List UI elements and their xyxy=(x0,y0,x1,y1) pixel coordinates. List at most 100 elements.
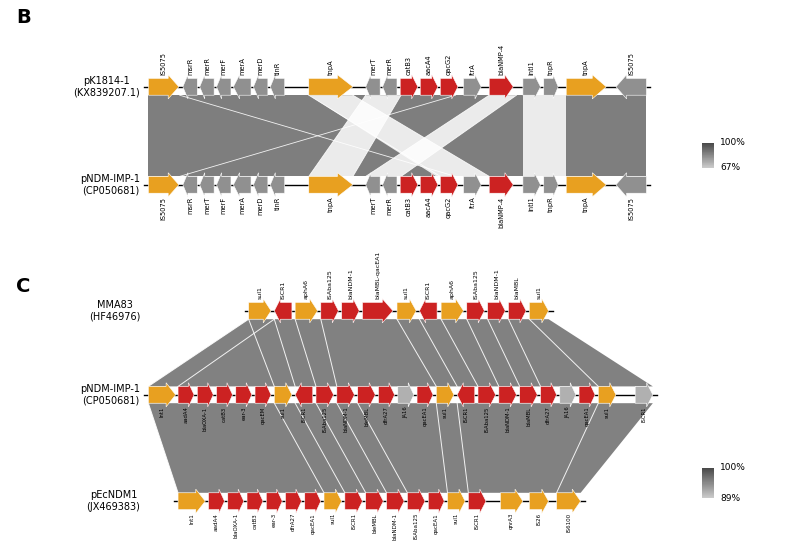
Polygon shape xyxy=(420,172,438,197)
Text: tnpA: tnpA xyxy=(328,59,334,75)
Polygon shape xyxy=(148,382,176,407)
Polygon shape xyxy=(500,489,523,514)
Polygon shape xyxy=(541,382,557,407)
Polygon shape xyxy=(544,172,558,197)
Text: blaNMP-4: blaNMP-4 xyxy=(498,44,504,75)
Text: Int1: Int1 xyxy=(189,513,194,524)
Text: merT: merT xyxy=(370,58,376,75)
Text: sul1: sul1 xyxy=(443,407,448,418)
Polygon shape xyxy=(366,95,516,176)
Polygon shape xyxy=(236,382,252,407)
Polygon shape xyxy=(342,298,359,323)
Polygon shape xyxy=(400,74,418,99)
Polygon shape xyxy=(178,489,205,514)
Text: IS26: IS26 xyxy=(537,513,541,525)
Text: sul1: sul1 xyxy=(404,286,409,299)
Text: blaOXA-1: blaOXA-1 xyxy=(233,513,238,538)
Text: blaNDM-1: blaNDM-1 xyxy=(348,268,353,299)
Text: tnpA: tnpA xyxy=(583,197,589,212)
Polygon shape xyxy=(467,298,484,323)
Polygon shape xyxy=(228,489,244,514)
Text: merR: merR xyxy=(387,197,393,214)
Polygon shape xyxy=(209,489,225,514)
Polygon shape xyxy=(266,489,282,514)
Polygon shape xyxy=(233,74,251,99)
Polygon shape xyxy=(363,298,393,323)
Polygon shape xyxy=(309,95,489,176)
Text: IS5075: IS5075 xyxy=(160,52,167,75)
Text: aphA6: aphA6 xyxy=(450,279,455,299)
Text: sul1: sul1 xyxy=(605,407,610,418)
Polygon shape xyxy=(383,74,397,99)
Text: catB3: catB3 xyxy=(406,197,412,216)
Polygon shape xyxy=(566,172,606,197)
Text: msrR: msrR xyxy=(187,58,193,75)
Polygon shape xyxy=(366,489,383,514)
Polygon shape xyxy=(345,489,363,514)
Text: dfrA27: dfrA27 xyxy=(384,407,389,424)
Text: qacEA1: qacEA1 xyxy=(423,407,427,426)
Text: IS5075: IS5075 xyxy=(628,197,634,220)
Polygon shape xyxy=(544,74,558,99)
Polygon shape xyxy=(183,172,197,197)
Text: blaMBL: blaMBL xyxy=(515,276,520,299)
Polygon shape xyxy=(499,382,516,407)
Polygon shape xyxy=(200,74,214,99)
Polygon shape xyxy=(523,74,541,99)
Text: tinR: tinR xyxy=(274,197,281,210)
Text: pK1814-1
(KX839207.1): pK1814-1 (KX839207.1) xyxy=(74,76,140,97)
Polygon shape xyxy=(321,298,338,323)
Polygon shape xyxy=(249,298,271,323)
Text: merT: merT xyxy=(370,197,376,214)
Polygon shape xyxy=(274,298,292,323)
Polygon shape xyxy=(253,172,268,197)
Text: blaNMP-4: blaNMP-4 xyxy=(498,197,504,228)
Polygon shape xyxy=(440,74,458,99)
Text: JA16: JA16 xyxy=(565,407,570,418)
Text: merF: merF xyxy=(221,58,227,75)
Text: ISCR1: ISCR1 xyxy=(475,513,480,529)
Text: sul1: sul1 xyxy=(281,407,286,418)
Polygon shape xyxy=(436,382,454,407)
Text: ISCR1: ISCR1 xyxy=(642,407,646,422)
Polygon shape xyxy=(520,382,537,407)
Polygon shape xyxy=(148,403,653,493)
Text: intl1: intl1 xyxy=(529,197,535,211)
Polygon shape xyxy=(468,489,486,514)
Text: blaNDM-1: blaNDM-1 xyxy=(343,407,348,432)
Polygon shape xyxy=(270,172,285,197)
Text: tnpA: tnpA xyxy=(583,59,589,75)
Polygon shape xyxy=(200,172,214,197)
Polygon shape xyxy=(148,172,179,197)
Polygon shape xyxy=(217,172,231,197)
Polygon shape xyxy=(579,382,595,407)
Polygon shape xyxy=(387,489,404,514)
Polygon shape xyxy=(448,489,465,514)
Text: merD: merD xyxy=(257,197,264,215)
Polygon shape xyxy=(508,298,526,323)
Polygon shape xyxy=(286,489,302,514)
Text: aadA4: aadA4 xyxy=(214,513,219,531)
Polygon shape xyxy=(440,172,458,197)
Text: tnpR: tnpR xyxy=(548,59,554,75)
Polygon shape xyxy=(233,172,251,197)
Text: blaOXA-1: blaOXA-1 xyxy=(203,407,208,431)
Polygon shape xyxy=(309,74,353,99)
Text: JA16: JA16 xyxy=(403,407,408,418)
Polygon shape xyxy=(295,298,318,323)
Text: ISCR1: ISCR1 xyxy=(302,407,306,422)
Text: 100%: 100% xyxy=(720,463,746,472)
Text: qnrA3: qnrA3 xyxy=(509,513,514,529)
Polygon shape xyxy=(557,489,581,514)
Text: IS5075: IS5075 xyxy=(160,197,167,220)
Polygon shape xyxy=(616,172,646,197)
Text: intl1: intl1 xyxy=(529,60,535,75)
Text: pNDM-IMP-1
(CP050681): pNDM-IMP-1 (CP050681) xyxy=(80,384,140,405)
Text: aadA4: aadA4 xyxy=(184,407,188,423)
Polygon shape xyxy=(379,382,395,407)
Text: aphA6: aphA6 xyxy=(304,279,309,299)
Polygon shape xyxy=(270,74,285,99)
Text: ISAba125: ISAba125 xyxy=(414,513,419,539)
Polygon shape xyxy=(148,319,653,386)
Polygon shape xyxy=(316,382,334,407)
